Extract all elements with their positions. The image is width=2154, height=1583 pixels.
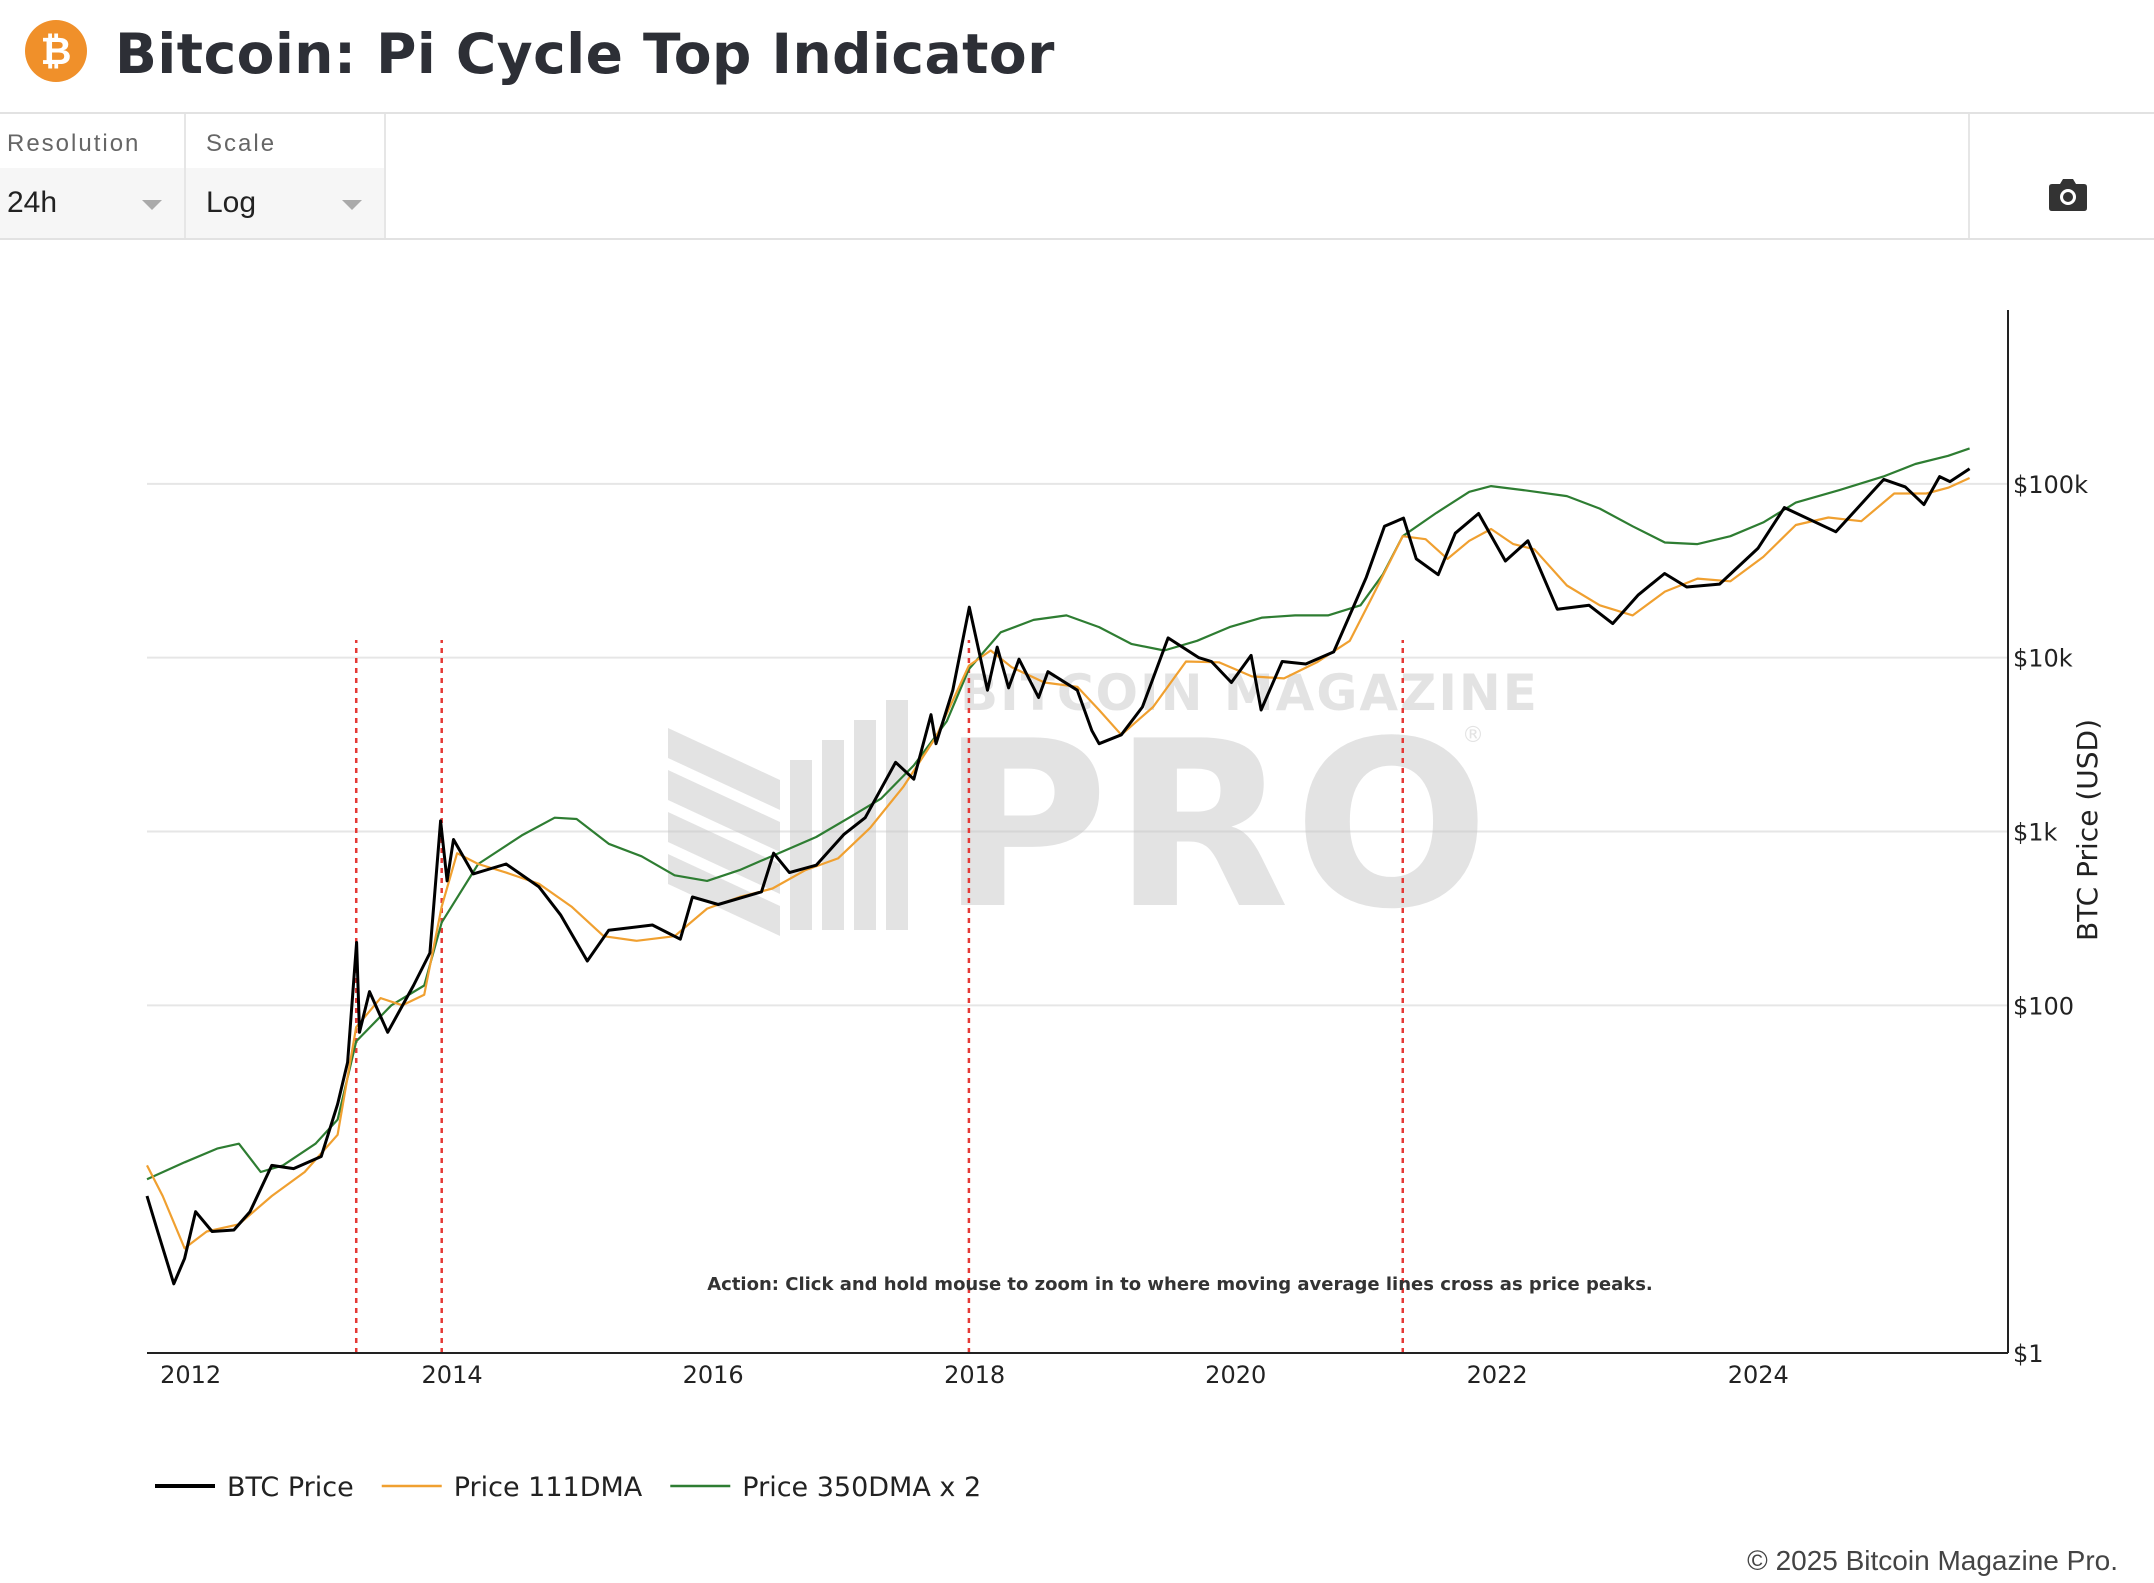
cross-lines — [354, 640, 1404, 1353]
x-tick-label: 2024 — [1728, 1361, 1789, 1389]
watermark-mark: ® — [1462, 723, 1484, 748]
legend-label: Price 350DMA x 2 — [742, 1472, 981, 1503]
header: ₿ Bitcoin: Pi Cycle Top Indicator — [0, 0, 2154, 112]
x-tick-label: 2018 — [944, 1361, 1005, 1389]
chevron-down-icon — [142, 200, 162, 210]
x-tick-label: 2020 — [1205, 1361, 1266, 1389]
legend-item[interactable]: Price 350DMA x 2 — [670, 1472, 981, 1503]
resolution-label: Resolution — [7, 130, 141, 157]
pi-cycle-chart[interactable]: BITCOIN MAGAZINE PRO ® 2012 2014 2016 2018 2… — [0, 240, 2154, 1578]
x-tick-label: 2014 — [422, 1361, 483, 1389]
y-tick-label: $10k — [2013, 645, 2073, 673]
scale-value: Log — [206, 186, 257, 219]
series-line-btc-price[interactable] — [145, 467, 1971, 1286]
page-title: Bitcoin: Pi Cycle Top Indicator — [115, 22, 1055, 86]
y-tick-label: $1k — [2013, 819, 2058, 847]
resolution-control: Resolution 24h — [0, 114, 186, 238]
legend-item[interactable]: BTC Price — [155, 1472, 354, 1503]
x-tick-label: 2022 — [1467, 1361, 1528, 1389]
copyright: © 2025 Bitcoin Magazine Pro. — [1747, 1545, 2118, 1576]
legend-item[interactable]: Price 111DMA — [381, 1472, 643, 1503]
x-axis-ticks: 2012 2014 2016 2018 2020 2022 2024 — [160, 1361, 1789, 1389]
legend-label: Price 111DMA — [454, 1472, 643, 1503]
watermark: BITCOIN MAGAZINE PRO ® — [668, 664, 1539, 960]
grid-lines — [147, 482, 2008, 1007]
y-axis-label: BTC Price (USD) — [2071, 719, 2104, 941]
y-tick-label: $1 — [2013, 1340, 2044, 1368]
camera-icon — [2049, 179, 2087, 211]
chart-annotation: Action: Click and hold mouse to zoom in … — [707, 1274, 1653, 1295]
series-lines — [145, 447, 1971, 1286]
chart-area[interactable]: BITCOIN MAGAZINE PRO ® 2012 2014 2016 2018 2… — [0, 240, 2154, 1578]
axes — [147, 310, 2009, 1354]
x-tick-label: 2016 — [683, 1361, 744, 1389]
y-axis-ticks: $1 $100 $1k $10k $100k — [2013, 471, 2088, 1368]
x-tick-label: 2012 — [160, 1361, 221, 1389]
series-line-price-350dma-x-2[interactable] — [146, 447, 1970, 1181]
toolbar: Resolution 24h Scale Log — [0, 112, 2154, 240]
watermark-logo-icon — [668, 700, 908, 936]
watermark-line1: BITCOIN MAGAZINE — [960, 664, 1539, 722]
y-tick-label: $100k — [2013, 471, 2088, 499]
legend-label: BTC Price — [227, 1472, 354, 1503]
resolution-select[interactable]: 24h — [0, 168, 184, 238]
bitcoin-logo-icon: ₿ — [25, 20, 87, 82]
chevron-down-icon — [342, 200, 362, 210]
watermark-line2: PRO — [940, 693, 1493, 960]
y-tick-label: $100 — [2013, 992, 2074, 1020]
scale-select[interactable]: Log — [186, 168, 384, 238]
screenshot-button[interactable] — [1968, 114, 2154, 238]
scale-label: Scale — [206, 130, 277, 157]
scale-control: Scale Log — [186, 114, 386, 238]
legend: BTC Price Price 111DMA Price 350DMA x 2 — [155, 1472, 981, 1503]
resolution-value: 24h — [7, 186, 58, 219]
